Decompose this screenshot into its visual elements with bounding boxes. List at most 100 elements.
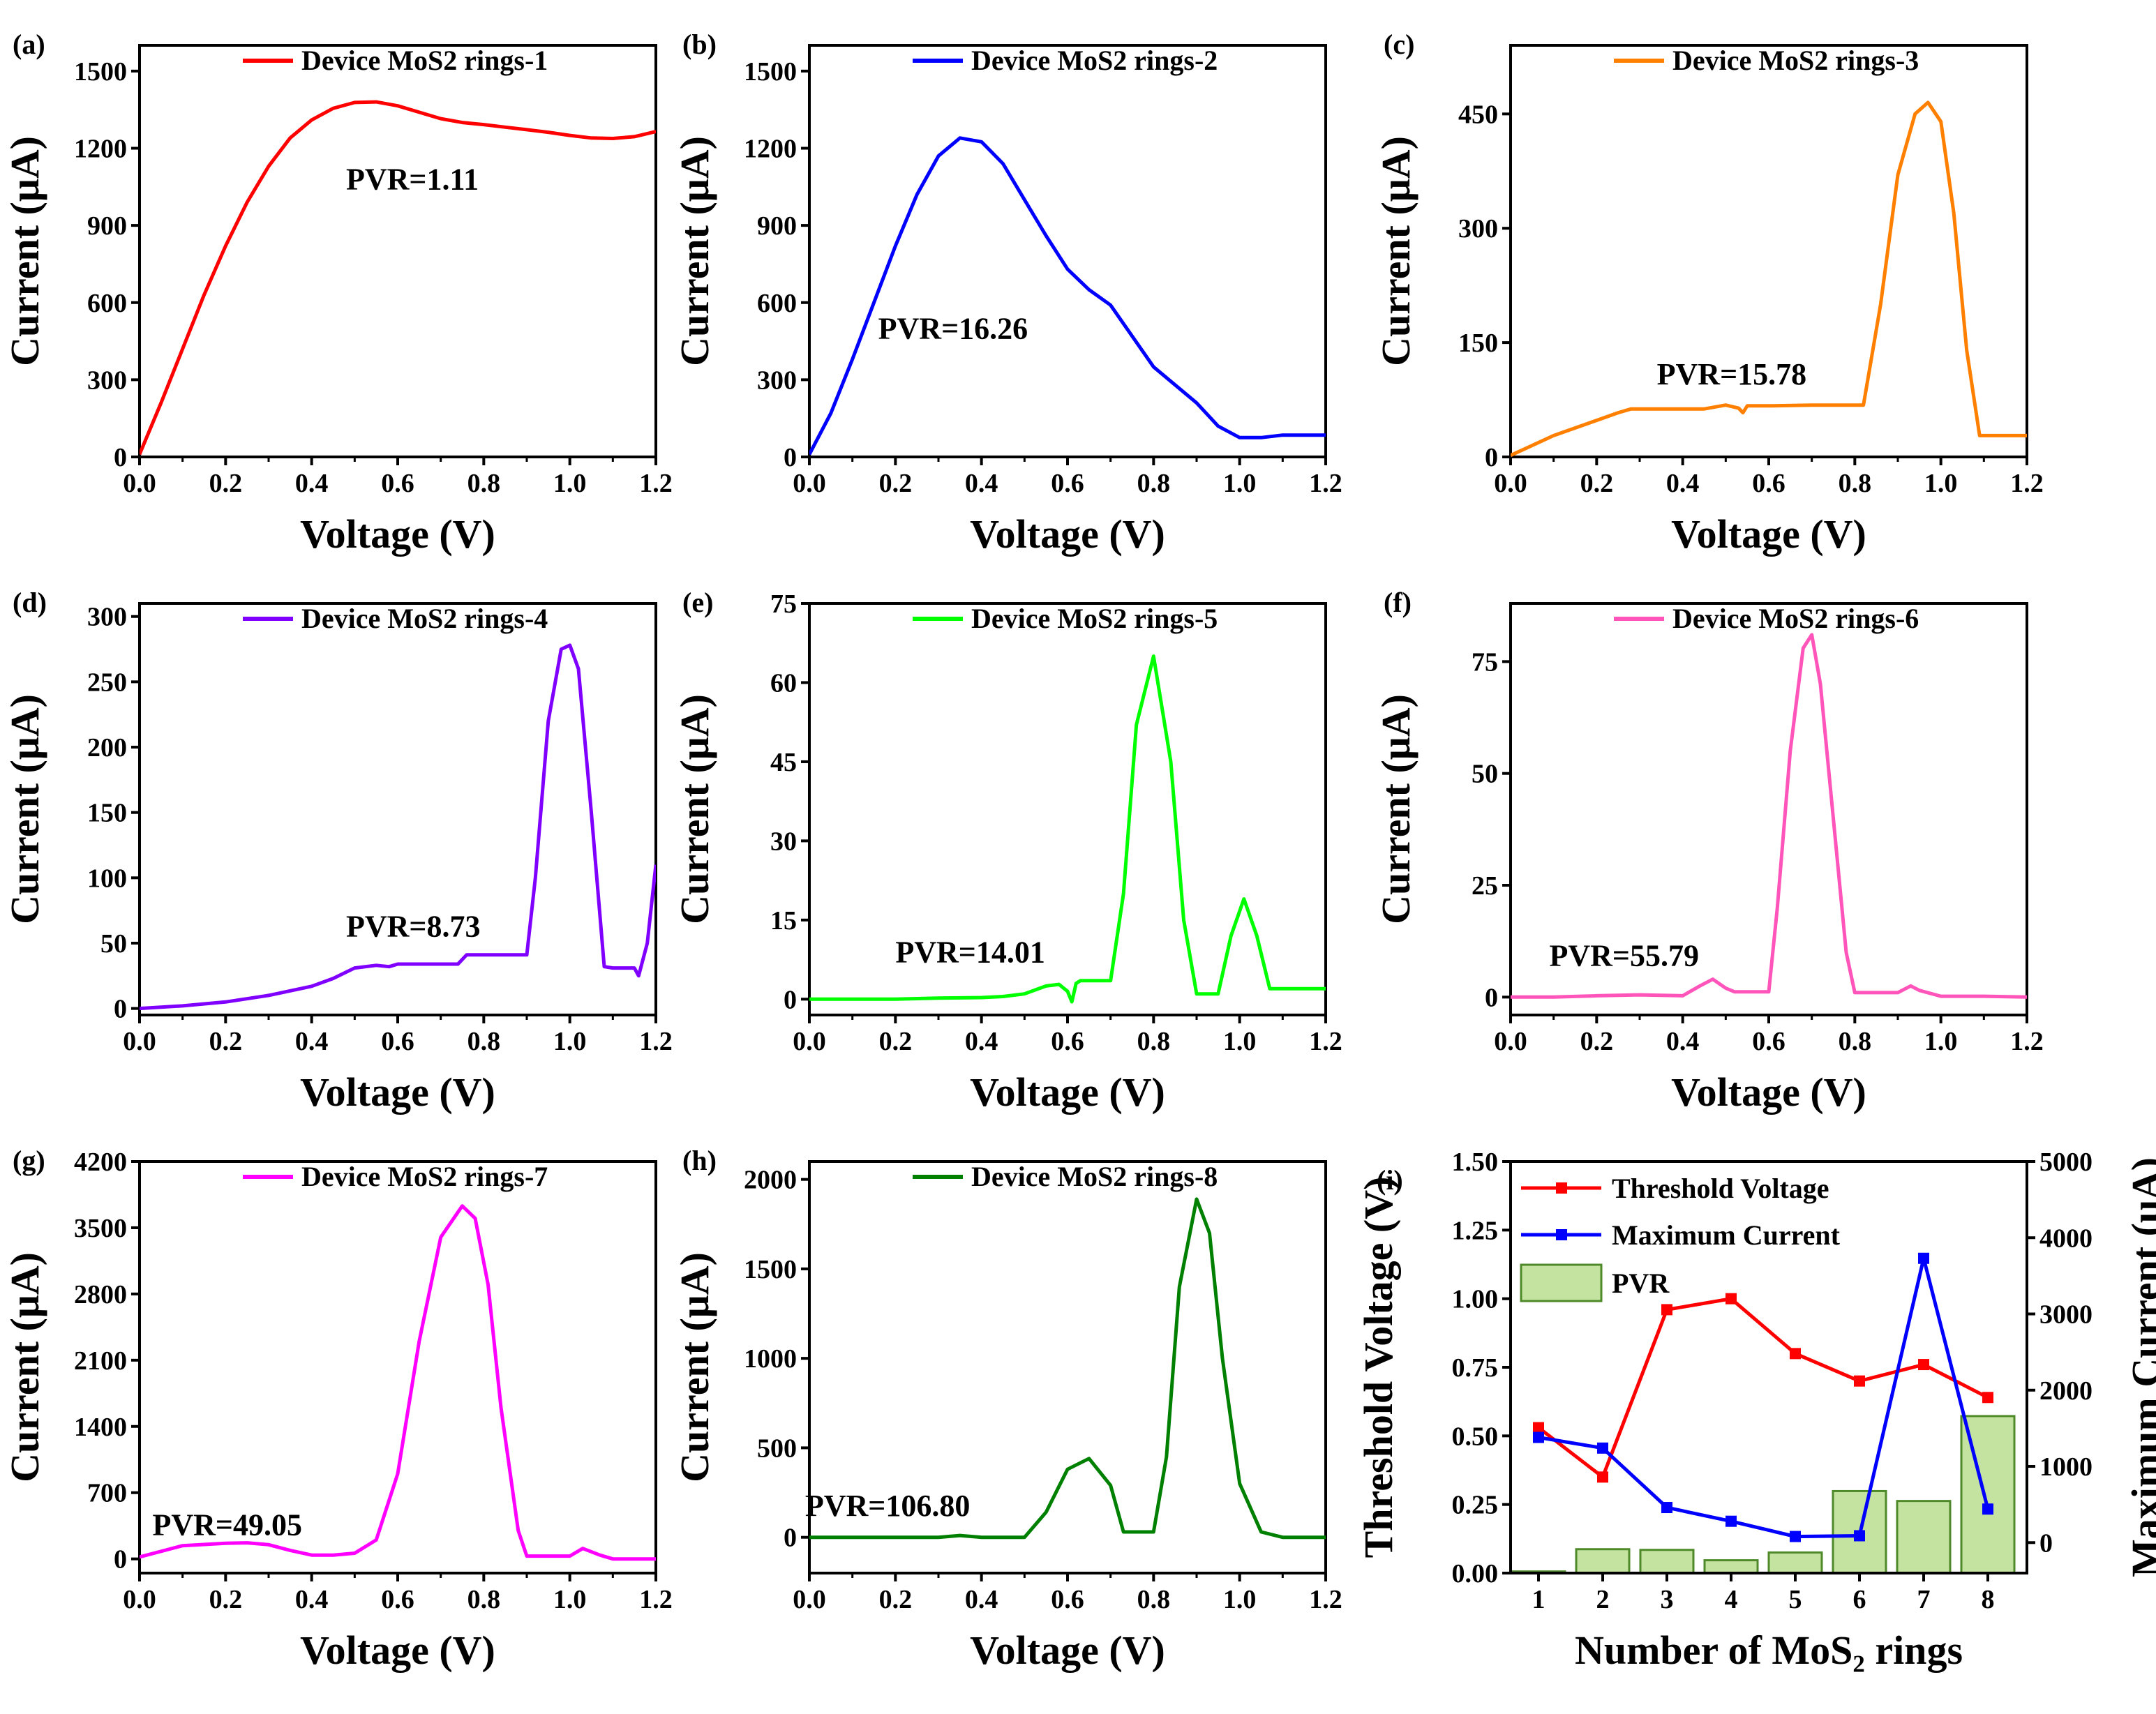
x-tick-label: 0.2 (209, 1027, 243, 1056)
x-tick-label: 0.8 (467, 1027, 501, 1056)
x-tick-label: 1.2 (2010, 1027, 2044, 1056)
data-line (1511, 633, 2027, 999)
y-tick-label: 300 (87, 366, 127, 395)
y-tick-label: 150 (1458, 329, 1498, 358)
legend-label: Threshold Voltage (1612, 1173, 1829, 1204)
y-tick-label: 1500 (744, 1255, 797, 1284)
y-tick-label: 300 (1458, 214, 1498, 243)
x-tick-label: 0.4 (965, 1027, 998, 1056)
threshold-voltage-point (1790, 1348, 1801, 1360)
x-tick-label: 0.6 (381, 1585, 414, 1614)
x-tick-label: 1.2 (1309, 469, 1342, 498)
y-tick-label: 300 (757, 366, 797, 395)
pvr-annotation: PVR=8.73 (346, 910, 481, 944)
data-line (140, 100, 656, 456)
data-line (1511, 100, 2027, 457)
panel-label: (g) (13, 1145, 45, 1176)
x-axis-title: Voltage (V) (970, 1069, 1165, 1115)
maximum-current-point (1533, 1431, 1544, 1443)
plot-frame (1509, 44, 2028, 458)
pvr-bar (1703, 1559, 1759, 1574)
threshold-voltage-point (1597, 1471, 1608, 1483)
y-tick-label: 50 (1472, 760, 1498, 789)
maximum-current-point (1597, 1442, 1608, 1454)
legend-swatch-pvr (1520, 1263, 1603, 1302)
panel-label: (a) (13, 29, 45, 60)
x-tick-label: 1.0 (553, 1027, 587, 1056)
x-tick-label: 0.8 (467, 1585, 501, 1614)
x-tick-label: 1.0 (1223, 1585, 1257, 1614)
y-axis-title: Current (μA) (1373, 694, 1418, 924)
x-tick-label: 0.8 (1137, 1027, 1171, 1056)
y-tick-label: 600 (757, 289, 797, 318)
threshold-voltage-point (1854, 1375, 1865, 1387)
x-tick-label: 0.6 (1051, 1585, 1084, 1614)
x-tick-label: 0.4 (295, 1585, 329, 1614)
y-tick-label: 150 (87, 799, 127, 828)
x-tick-label: 1.0 (553, 1585, 587, 1614)
legend-label: Device MoS2 rings-8 (971, 1161, 1218, 1192)
data-line (809, 1197, 1326, 1540)
x-axis-title: Voltage (V) (300, 1627, 495, 1673)
x-tick-label: 0.8 (467, 469, 501, 498)
x-tick-label: 1.2 (1309, 1027, 1342, 1056)
y-tick-label: 0 (114, 443, 127, 472)
y-tick-label: 0.00 (1452, 1559, 1499, 1588)
y-tick-label: 1200 (744, 135, 797, 164)
y-tick-label: 900 (87, 211, 127, 241)
maximum-current-line (1538, 1258, 1990, 1539)
pvr-annotation: PVR=49.05 (153, 1508, 303, 1542)
x-tick-label: 1.2 (1309, 1585, 1342, 1614)
y-axis-title: Current (μA) (672, 694, 717, 924)
y-tick-label: 300 (87, 603, 127, 632)
y-tick-label: 1400 (74, 1413, 127, 1442)
panel-3: 0.0 0.2 0.4 0.6 0.8 1.0 1.2 0 150 300 450 Voltage (… (1373, 29, 2044, 557)
y-tick-label: 15 (770, 906, 797, 935)
panel-label: (f) (1384, 587, 1412, 618)
y-tick-label: 1.00 (1452, 1285, 1499, 1314)
y-tick-label: 1000 (744, 1344, 797, 1374)
x-tick-label: 0.8 (1137, 1585, 1171, 1614)
pvr-bar (1575, 1548, 1631, 1574)
x-axis-title: Voltage (V) (300, 511, 495, 557)
y2-tick-label: 2000 (2039, 1376, 2093, 1406)
x-tick-label: 0.2 (1580, 1027, 1614, 1056)
legend-label: Device MoS2 rings-5 (971, 603, 1218, 634)
panel-label: (c) (1384, 29, 1414, 60)
legend-label: Device MoS2 rings-6 (1672, 603, 1919, 634)
legend-label: Device MoS2 rings-2 (971, 45, 1218, 76)
y-tick-label: 0.50 (1452, 1422, 1499, 1451)
panel-8: 0.0 0.2 0.4 0.6 0.8 1.0 1.2 0 500 1000 1500 2000 Vol… (672, 1145, 1342, 1673)
panel-7: 0.0 0.2 0.4 0.6 0.8 1.0 1.2 0 700 1400 2100 2800 350… (2, 1145, 673, 1673)
x-tick-label: 0.0 (1494, 469, 1527, 498)
x-axis-title: Voltage (V) (1671, 1069, 1866, 1115)
legend-label: Device MoS2 rings-3 (1672, 45, 1919, 76)
panel-label: (h) (682, 1145, 717, 1176)
x-tick-label: 0.2 (1580, 469, 1614, 498)
pvr-annotation: PVR=106.80 (805, 1489, 971, 1523)
y-tick-label: 1200 (74, 135, 127, 164)
data-line (140, 1204, 656, 1561)
y-tick-label: 1500 (74, 57, 127, 87)
y-axis-title: Threshold Voltage (V) (1356, 1177, 1401, 1558)
y-tick-label: 25 (1472, 871, 1498, 901)
x-tick-label: 0.2 (209, 1585, 243, 1614)
threshold-voltage-line (1537, 1297, 1989, 1480)
x-tick-label: 0.0 (793, 1027, 826, 1056)
y-tick-label: 2800 (74, 1280, 127, 1309)
x-tick-label: 8 (1982, 1585, 1995, 1614)
x-tick-label: 1.2 (2010, 469, 2044, 498)
y-axis-title: Current (μA) (2, 1252, 47, 1482)
y-tick-label: 450 (1458, 100, 1498, 129)
y-tick-label: 50 (100, 929, 127, 959)
pvr-bar (1639, 1549, 1695, 1574)
x-tick-label: 0.0 (793, 469, 826, 498)
x-tick-label: 1.0 (553, 469, 587, 498)
x-tick-label: 4 (1725, 1585, 1738, 1614)
legend-label: Device MoS2 rings-1 (301, 45, 548, 76)
pvr-annotation: PVR=55.79 (1550, 938, 1700, 972)
x-tick-label: 0.6 (1051, 1027, 1084, 1056)
panel-4: 0.0 0.2 0.4 0.6 0.8 1.0 1.2 0 50 100 150 200 250 300 V… (2, 587, 673, 1115)
x-tick-label: 1.2 (639, 1027, 673, 1056)
data-line (809, 136, 1326, 456)
